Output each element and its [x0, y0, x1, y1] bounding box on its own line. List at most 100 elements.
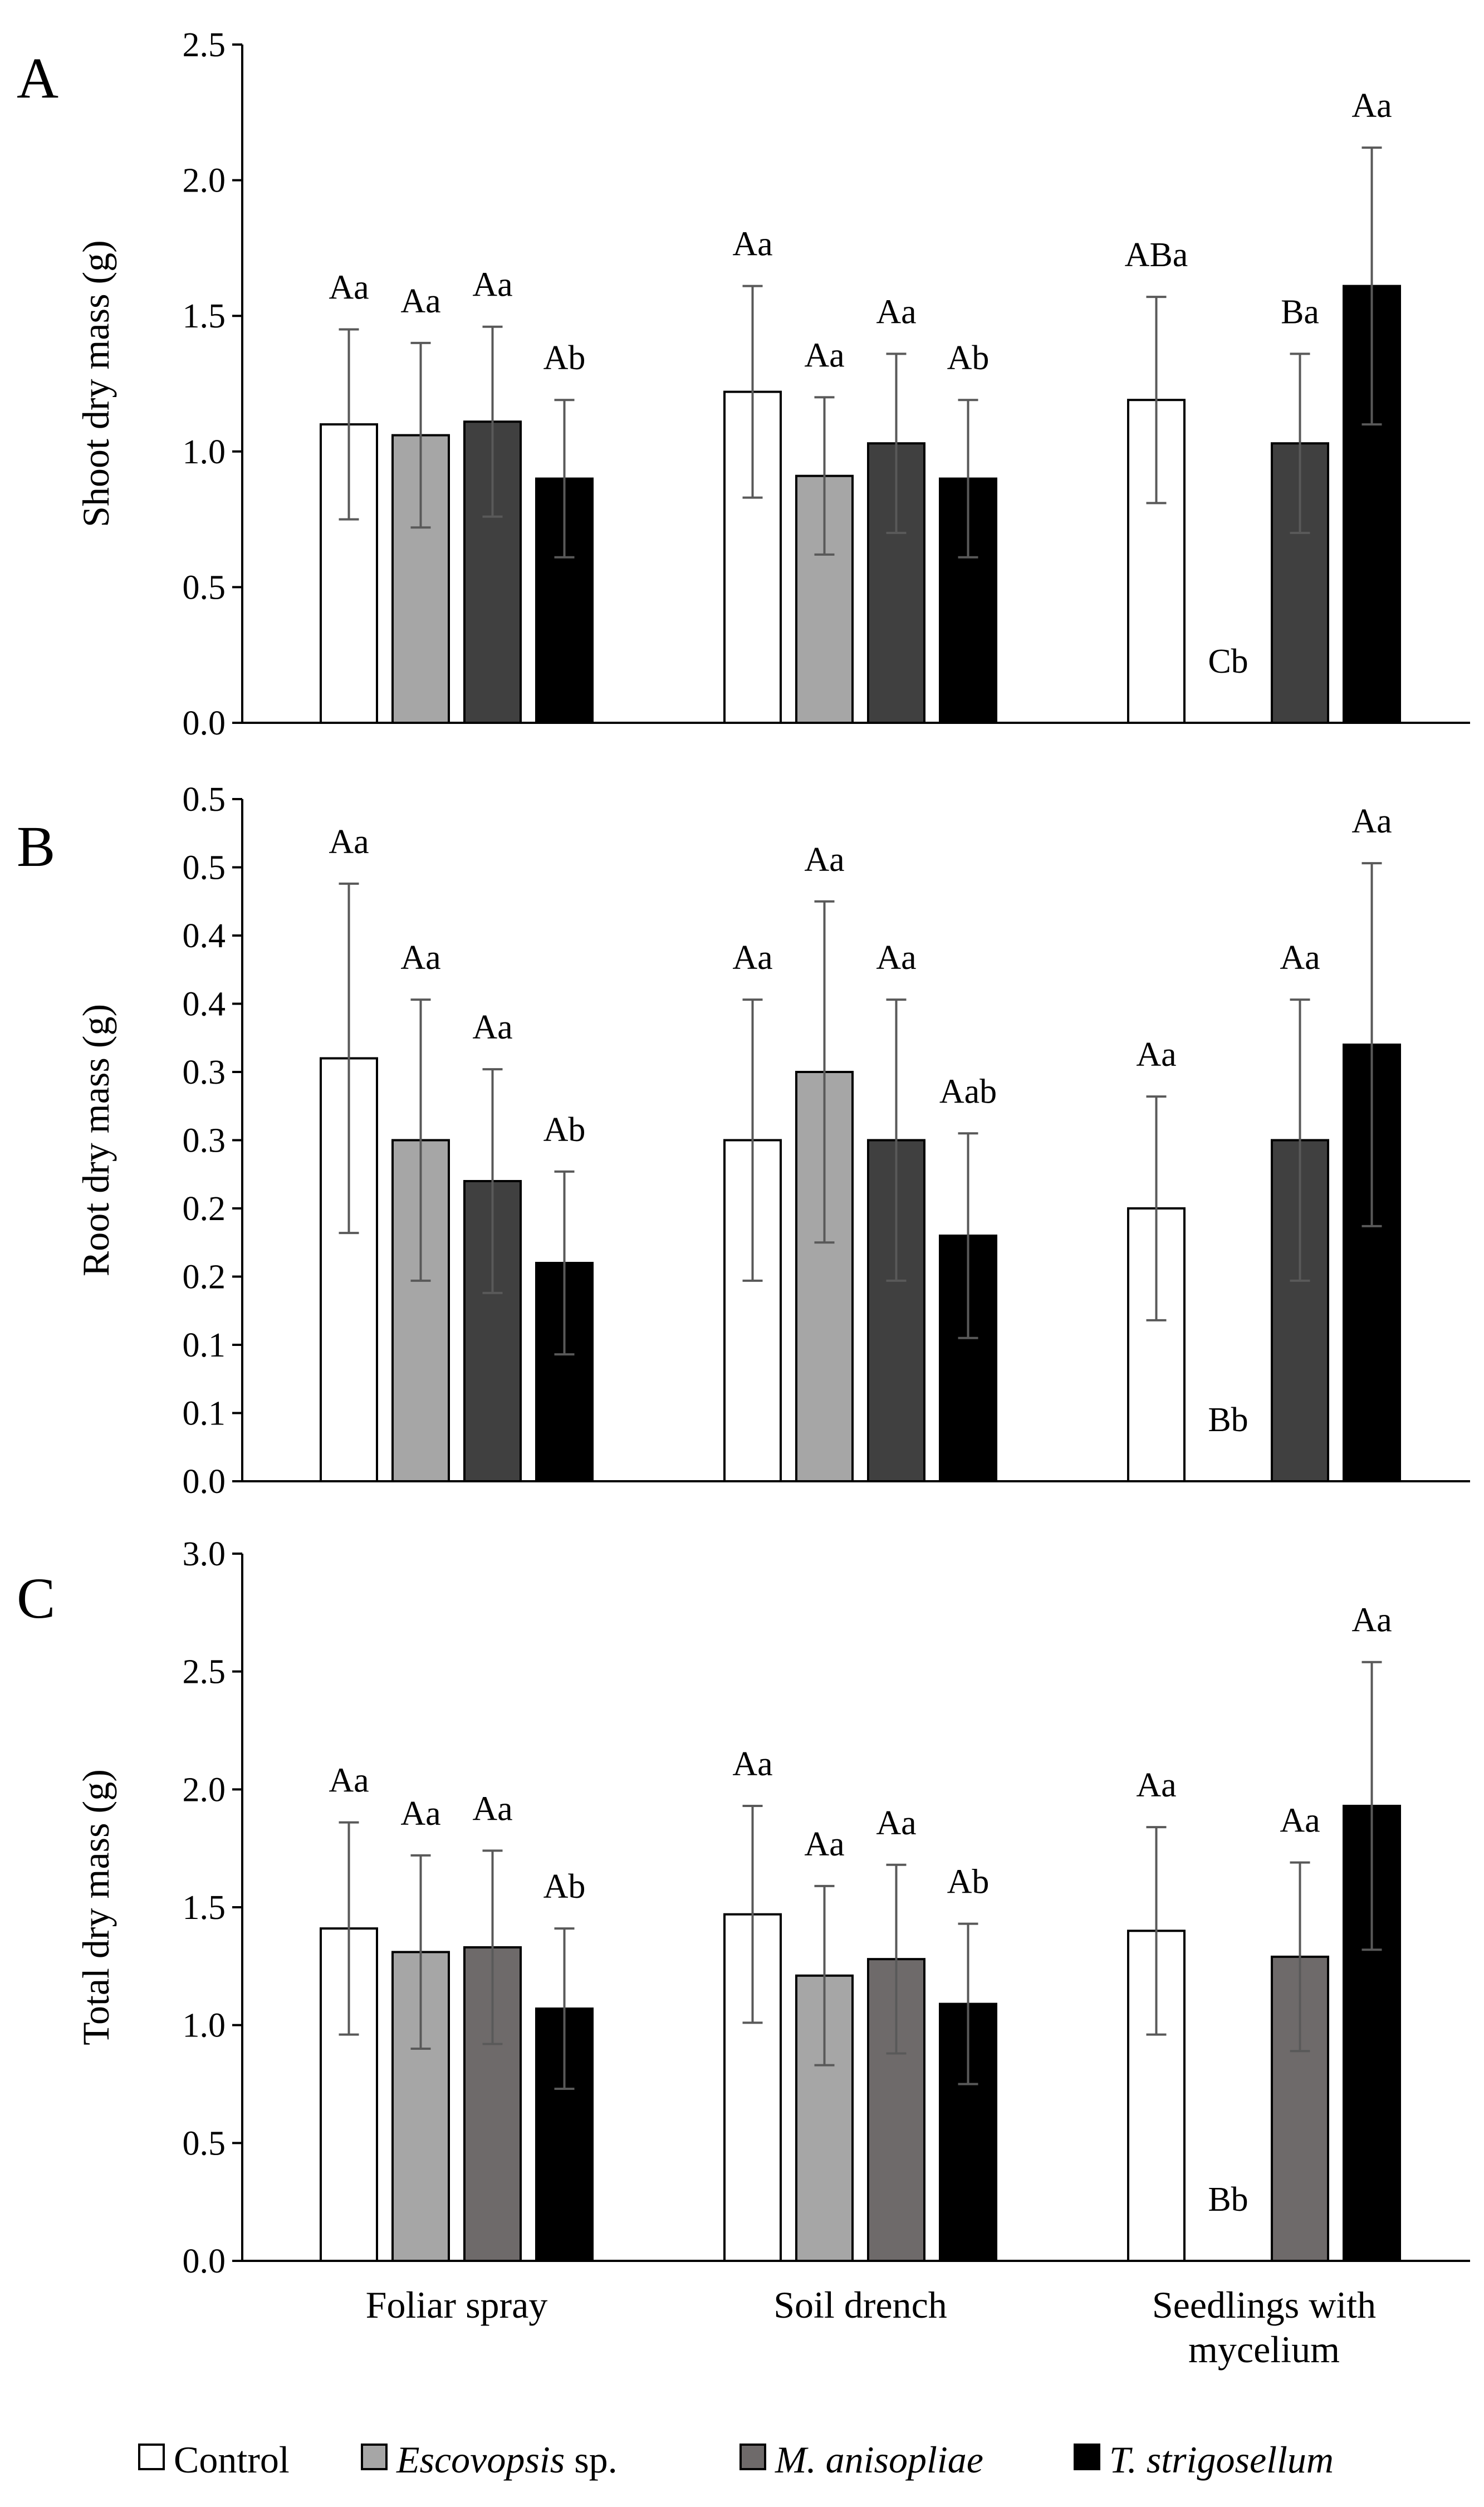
significance-label: Aa — [876, 1804, 916, 1842]
significance-label: Aa — [876, 293, 916, 331]
legend-label-suffix: sp. — [565, 2439, 617, 2481]
bar-group-0-0: Aa — [320, 1762, 378, 2263]
legend-label-name: M. anisopliae — [775, 2439, 983, 2481]
x-category-label: Seedlings with — [1152, 2284, 1376, 2326]
bar-group-1-2: Cb — [1208, 643, 1248, 680]
significance-label: Aa — [472, 266, 512, 304]
legend-swatch — [361, 2444, 388, 2470]
significance-label: Aab — [939, 1073, 997, 1110]
legend-swatch — [138, 2444, 165, 2470]
significance-label: Aa — [1351, 87, 1392, 125]
legend-entry: Control — [138, 2439, 290, 2481]
significance-label: Ab — [947, 339, 990, 377]
legend-entry: T. strigosellum — [1074, 2439, 1334, 2481]
significance-label: Cb — [1208, 643, 1248, 680]
bar-group-3-2: Aa — [1343, 87, 1401, 724]
bar-group-3-1: Ab — [939, 339, 997, 724]
significance-label: ABa — [1125, 236, 1188, 274]
legend-swatch — [1074, 2444, 1100, 2470]
y-tick-label: 0.3 — [183, 1054, 226, 1091]
significance-label: Aa — [804, 841, 844, 879]
significance-label: Ab — [947, 1863, 990, 1901]
y-tick-label: 0.3 — [183, 1122, 226, 1160]
panel-a: A 0.0 0.5 1.0 1.5 2.0 2.5 Shoot dry mass (g) Aa A… — [17, 26, 1470, 742]
bar-group-1-2: Bb — [1208, 1401, 1248, 1439]
bar-group-0-1: Aa — [723, 939, 782, 1482]
bar-group-2-2: Aa — [1271, 1802, 1329, 2262]
significance-label: Aa — [472, 1790, 512, 1828]
significance-label: Bb — [1208, 1401, 1248, 1439]
y-tick-label: 0.0 — [183, 704, 226, 742]
significance-label: Aa — [1136, 1036, 1176, 1074]
significance-label: Aa — [876, 939, 916, 977]
panel-c: C 0.0 0.5 1.0 1.5 2.0 2.5 3.0 Total dry mass (g)… — [17, 1535, 1470, 2280]
legend-label: M. anisopliae — [775, 2439, 983, 2481]
bar-group-2-1: Aa — [867, 1804, 925, 2262]
significance-label: Aa — [472, 1008, 512, 1046]
bar-group-2-2: Ba — [1271, 293, 1329, 724]
bar-group-0-1: Aa — [723, 226, 782, 724]
significance-label: Ab — [543, 1111, 586, 1149]
legend-label-name: Escovopsis — [396, 2439, 565, 2481]
y-tick-label: 0.4 — [183, 917, 226, 955]
panel-label: B — [17, 815, 55, 879]
bar-group-3-0: Ab — [535, 339, 594, 724]
significance-label: Aa — [400, 1795, 440, 1833]
significance-label: Aa — [732, 1745, 772, 1783]
y-tick-label: 2.5 — [183, 1653, 226, 1691]
bar-group-1-1: Aa — [795, 1825, 854, 2262]
legend-swatch — [739, 2444, 766, 2470]
significance-label: Aa — [732, 939, 772, 977]
y-tick-label: 0.0 — [183, 1463, 226, 1501]
y-tick-label: 2.0 — [183, 162, 226, 200]
bar-group-0-1: Aa — [723, 1745, 782, 2262]
x-category-label: Soil drench — [773, 2284, 947, 2326]
panel-label: C — [17, 1566, 55, 1630]
bar-group-3-0: Ab — [535, 1868, 594, 2263]
legend-label: T. strigosellum — [1109, 2439, 1334, 2481]
legend-entry: Escovopsis sp. — [361, 2439, 618, 2481]
bar-group-2-2: Aa — [1271, 939, 1329, 1482]
y-tick-label: 0.1 — [183, 1326, 226, 1364]
legend-label: Escovopsis sp. — [396, 2439, 618, 2481]
bar-group-1-0: Aa — [391, 1795, 450, 2262]
bar-group-2-0: Aa — [463, 1790, 522, 2262]
bar-group-2-0: Aa — [463, 1008, 522, 1482]
bar-group-3-0: Ab — [535, 1111, 594, 1482]
significance-label: Aa — [804, 1825, 844, 1863]
y-axis-title: Shoot dry mass (g) — [75, 240, 117, 527]
significance-label: Aa — [329, 823, 369, 861]
bar-group-0-0: Aa — [320, 823, 378, 1482]
significance-label: Ab — [543, 1868, 586, 1906]
bar-group-0-2: Aa — [1127, 1036, 1186, 1482]
y-tick-label: 3.0 — [183, 1535, 226, 1573]
significance-label: Aa — [1280, 939, 1320, 977]
bar-group-0-2: Aa — [1127, 1766, 1186, 2262]
legend-label-name: Control — [174, 2439, 290, 2481]
bar-group-3-2: Aa — [1343, 802, 1401, 1482]
bar-group-1-1: Aa — [795, 336, 854, 724]
bar — [795, 474, 854, 724]
significance-label: Aa — [400, 282, 440, 320]
y-tick-label: 1.0 — [183, 433, 226, 471]
y-tick-label: 2.5 — [183, 26, 226, 64]
legend-label: Control — [174, 2439, 290, 2481]
significance-label: Aa — [1351, 802, 1392, 840]
bar-group-1-1: Aa — [795, 841, 854, 1482]
significance-label: Bb — [1208, 2181, 1248, 2219]
significance-label: Aa — [732, 226, 772, 263]
significance-label: Aa — [1280, 1802, 1320, 1840]
significance-label: Ab — [543, 339, 586, 377]
bar-group-2-0: Aa — [463, 266, 522, 724]
bar — [939, 2002, 997, 2262]
significance-label: Aa — [1136, 1766, 1176, 1804]
y-tick-label: 1.5 — [183, 297, 226, 335]
legend-label-name: T. strigosellum — [1109, 2439, 1334, 2481]
y-tick-label: 0.5 — [183, 2124, 226, 2162]
panel-b: B 0.0 0.1 0.1 0.2 0.2 0.3 0.3 0.4 0.4 0.5 0.5 Root d… — [17, 781, 1470, 1501]
x-category-label: Foliar spray — [366, 2284, 548, 2326]
y-tick-label: 0.2 — [183, 1190, 226, 1228]
bar-group-3-1: Ab — [939, 1863, 997, 2262]
significance-label: Aa — [329, 1762, 369, 1800]
significance-label: Aa — [400, 939, 440, 977]
